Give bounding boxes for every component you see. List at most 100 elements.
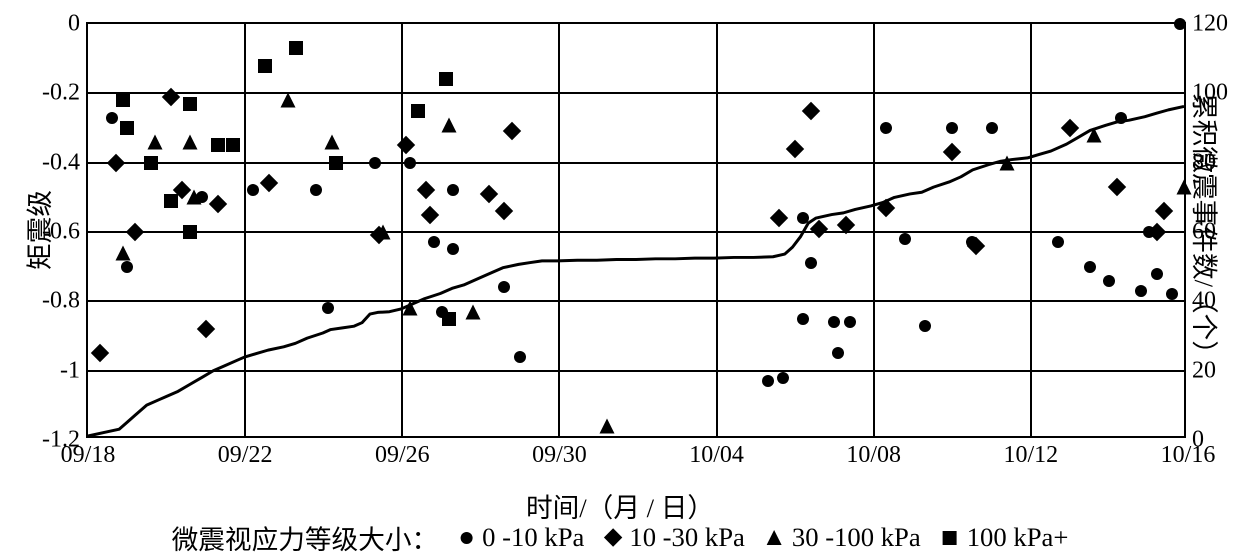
data-point (369, 157, 381, 169)
data-point (1115, 112, 1127, 124)
data-point (226, 138, 240, 152)
data-point (1174, 18, 1186, 30)
data-point (375, 225, 390, 240)
data-point (447, 243, 459, 255)
data-point (1086, 127, 1101, 142)
y-left-tick-label: -1 (60, 357, 88, 384)
data-point (109, 156, 122, 169)
data-point (211, 138, 225, 152)
data-point (899, 233, 911, 245)
data-point (1064, 122, 1077, 135)
data-point (93, 347, 106, 360)
data-point (442, 312, 456, 326)
data-point (116, 245, 131, 260)
data-point (187, 190, 202, 205)
legend-title: 微震视应力等级大小： (172, 518, 439, 557)
data-point (498, 205, 511, 218)
data-point (164, 194, 178, 208)
data-point (777, 372, 789, 384)
data-point (805, 257, 817, 269)
data-point (106, 112, 118, 124)
grid-line-horizontal (88, 92, 1184, 94)
plot-area: 09/1809/2209/2609/3010/0410/0810/1210/16… (86, 22, 1186, 438)
legend-item: 10 -30 kPa (606, 522, 745, 553)
legend-label: 100 kPa+ (967, 522, 1069, 553)
x-tick-label: 09/26 (375, 436, 430, 469)
data-point (310, 184, 322, 196)
data-point (773, 212, 786, 225)
data-point (946, 122, 958, 134)
svg-layer (88, 24, 1184, 436)
data-point (183, 134, 198, 149)
y-left-axis-title: 矩震级 (18, 190, 57, 270)
y-left-tick-label: -1.2 (42, 427, 88, 454)
legend-item: 100 kPa+ (943, 522, 1069, 553)
data-point (183, 97, 197, 111)
chart-root: 09/1809/2209/2609/3010/0410/0810/1210/16… (0, 0, 1240, 555)
data-point (919, 320, 931, 332)
data-point (482, 187, 495, 200)
data-point (879, 201, 892, 214)
data-point (247, 184, 259, 196)
data-point (832, 347, 844, 359)
data-point (840, 219, 853, 232)
data-point (404, 157, 416, 169)
legend-label: 0 -10 kPa (482, 522, 584, 553)
data-point (498, 281, 510, 293)
data-point (1052, 236, 1064, 248)
y-left-tick-label: -0.8 (42, 288, 88, 315)
x-tick-label: 10/04 (689, 436, 744, 469)
data-point (797, 313, 809, 325)
data-point (121, 261, 133, 273)
data-point (1111, 180, 1124, 193)
x-tick-label: 10/08 (846, 436, 901, 469)
y-right-tick-label: 0 (1184, 427, 1204, 454)
data-point (946, 146, 959, 159)
legend-label: 10 -30 kPa (629, 522, 745, 553)
grid-line-horizontal (88, 162, 1184, 164)
data-point (1103, 275, 1115, 287)
y-left-tick-label: 0 (68, 11, 88, 38)
data-point (844, 316, 856, 328)
data-point (1166, 288, 1178, 300)
y-right-axis-title: 累积微震事件数/（个） (1187, 93, 1226, 367)
data-point (258, 59, 272, 73)
x-tick-label: 09/22 (218, 436, 273, 469)
data-point (120, 121, 134, 135)
data-point (211, 198, 224, 211)
grid-line-horizontal (88, 370, 1184, 372)
data-point (1000, 155, 1015, 170)
data-point (1158, 205, 1171, 218)
x-tick-label: 10/12 (1004, 436, 1059, 469)
data-point (797, 212, 809, 224)
grid-line-horizontal (88, 231, 1184, 233)
data-point (324, 134, 339, 149)
grid-line-vertical (558, 24, 560, 436)
data-point (439, 72, 453, 86)
grid-line-vertical (716, 24, 718, 436)
data-point (281, 93, 296, 108)
data-point (423, 208, 436, 221)
cumulative-events-line (88, 106, 1184, 436)
data-point (466, 304, 481, 319)
data-point (812, 222, 825, 235)
y-left-tick-label: -0.2 (42, 80, 88, 107)
data-point (144, 156, 158, 170)
data-point (514, 351, 526, 363)
data-point (828, 316, 840, 328)
data-point (411, 104, 425, 118)
data-point (969, 239, 982, 252)
x-tick-label: 09/30 (532, 436, 587, 469)
data-point (506, 125, 519, 138)
grid-line-vertical (873, 24, 875, 436)
y-left-tick-label: -0.4 (42, 149, 88, 176)
data-point (199, 323, 212, 336)
diamond-icon (606, 531, 619, 544)
grid-line-vertical (1030, 24, 1032, 436)
data-point (403, 301, 418, 316)
data-point (1150, 226, 1163, 239)
data-point (1084, 261, 1096, 273)
legend-item: 0 -10 kPa (460, 522, 584, 553)
grid-line-vertical (401, 24, 403, 436)
data-point (116, 93, 130, 107)
